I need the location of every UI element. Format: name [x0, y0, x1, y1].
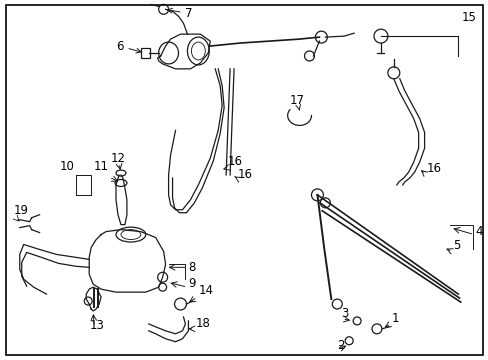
Text: 10: 10: [60, 160, 74, 173]
Text: 16: 16: [228, 155, 243, 168]
Text: 16: 16: [238, 168, 252, 181]
Text: 15: 15: [460, 11, 475, 24]
Text: 16: 16: [426, 162, 441, 175]
Text: 12: 12: [111, 152, 126, 165]
Text: 11: 11: [93, 160, 108, 173]
Text: 5: 5: [452, 239, 460, 252]
Bar: [141, 48, 149, 58]
Text: 7: 7: [167, 7, 193, 20]
Text: 8: 8: [188, 261, 195, 274]
Text: 19: 19: [14, 204, 29, 217]
Text: 9: 9: [188, 277, 196, 290]
Text: 18: 18: [195, 317, 210, 330]
Text: 4: 4: [474, 225, 482, 238]
Text: 1: 1: [391, 312, 399, 325]
Text: 13: 13: [89, 319, 104, 332]
Text: 3: 3: [341, 307, 348, 320]
Text: 17: 17: [289, 94, 304, 110]
Text: 2: 2: [337, 339, 344, 352]
Text: 6: 6: [116, 40, 141, 53]
Text: 14: 14: [198, 284, 213, 297]
